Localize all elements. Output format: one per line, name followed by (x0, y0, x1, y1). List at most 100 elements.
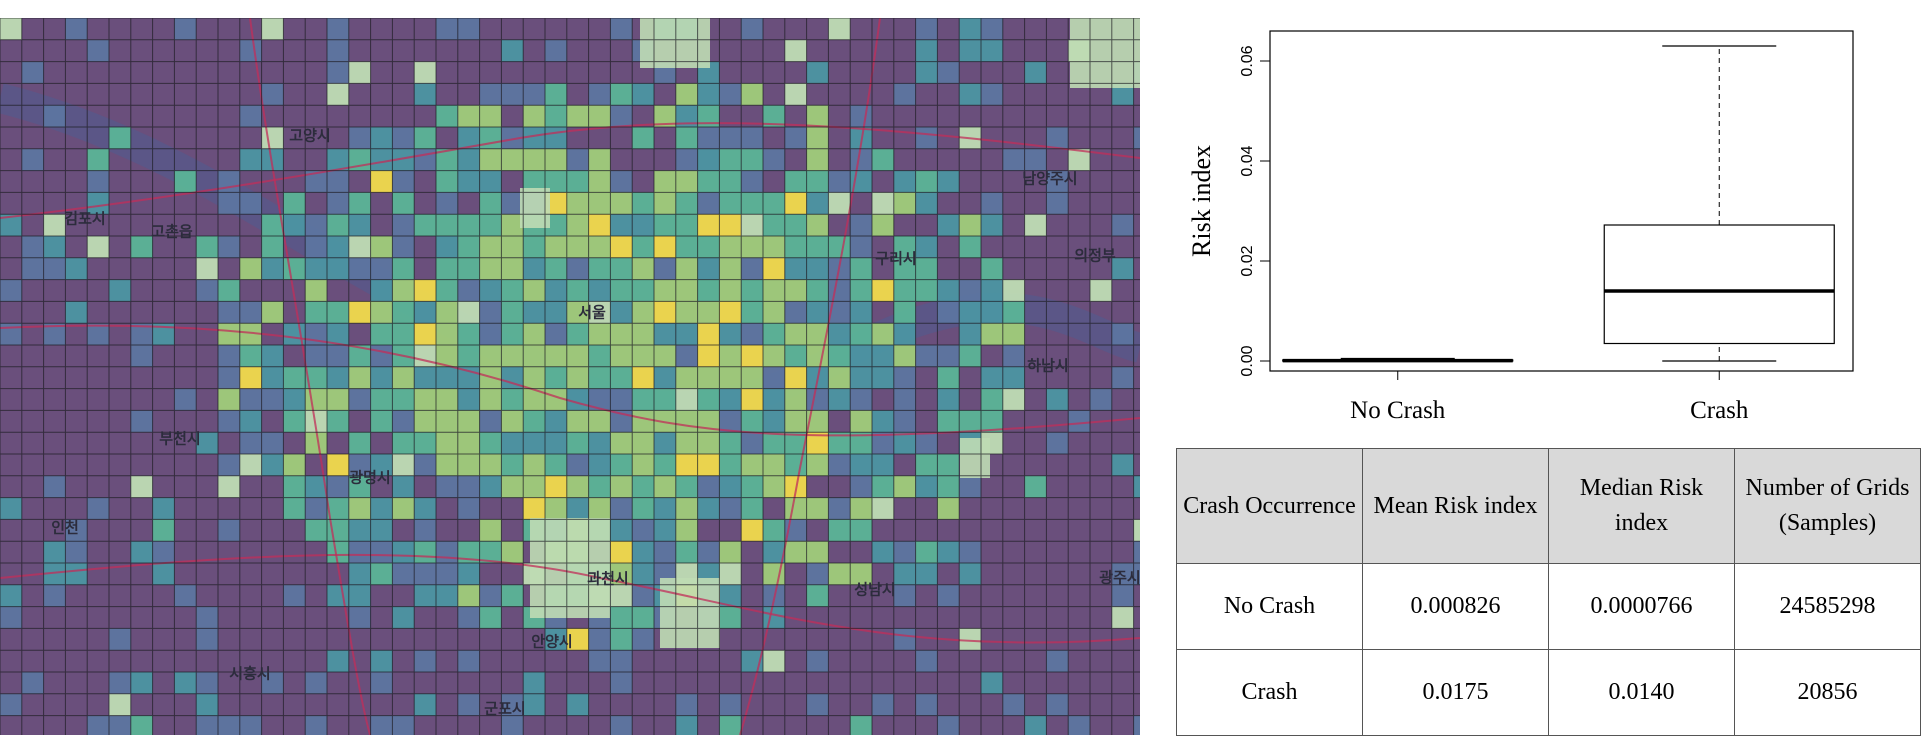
map-cell (218, 279, 240, 302)
map-cell (261, 148, 284, 171)
map-cell (348, 541, 371, 563)
map-cell (218, 236, 240, 258)
map-cell (915, 563, 938, 585)
map-cell (392, 170, 415, 193)
map-cell (501, 345, 524, 367)
map-cell (828, 388, 851, 411)
map-cell (741, 519, 763, 542)
map-cell (218, 454, 240, 476)
map-cell (610, 715, 633, 735)
map-cell (239, 345, 262, 367)
map-cell (719, 475, 742, 498)
map-cell (719, 693, 742, 716)
map-cell (850, 301, 872, 324)
map-cell (806, 257, 829, 280)
map-cell (0, 497, 22, 520)
map-cell (588, 475, 611, 498)
map-cell (348, 127, 371, 149)
map-cell (828, 366, 851, 389)
map-cell (741, 257, 763, 280)
map-cell (327, 257, 349, 280)
map-cell (327, 650, 349, 672)
map-cell (545, 105, 567, 127)
map-cell (610, 214, 633, 236)
map-place-label: 구리시 (875, 249, 917, 268)
map-cell (872, 366, 894, 389)
map-cell (1046, 192, 1069, 215)
map-cell (763, 279, 785, 302)
map-cell (436, 410, 458, 433)
map-cell (545, 301, 567, 324)
map-cell (392, 388, 415, 411)
map-cell (588, 432, 611, 454)
map-cell (741, 214, 763, 236)
map-cell (348, 519, 371, 542)
map-cell (130, 410, 153, 433)
map-cell (305, 410, 327, 433)
map-cell (937, 497, 960, 520)
map-cell (806, 236, 829, 258)
map-cell (675, 497, 698, 520)
map-cell (305, 519, 327, 542)
map-cell (174, 170, 197, 193)
map-cell (327, 475, 349, 498)
map-cell (850, 148, 872, 171)
map-cell (283, 410, 306, 433)
map-cell (414, 301, 436, 324)
map-cell (784, 279, 807, 302)
map-cell (654, 170, 676, 193)
map-cell (1133, 475, 1140, 498)
map-cell (392, 301, 415, 324)
map-cell (457, 541, 480, 563)
map-cell (370, 715, 393, 735)
map-cell (436, 323, 458, 345)
map-cell (523, 366, 545, 389)
map-cell (457, 388, 480, 411)
map-cell (806, 541, 829, 563)
map-cell (675, 693, 698, 716)
map-cell (239, 432, 262, 454)
map-cell (174, 584, 197, 607)
map-cell (196, 628, 218, 651)
cell-median-risk: 0.0000766 (1548, 563, 1735, 650)
map-place-label: 군포시 (484, 699, 526, 718)
map-cell (1090, 388, 1112, 411)
map-cell (937, 584, 960, 607)
map-cell (697, 410, 720, 433)
map-cell (719, 323, 742, 345)
map-cell (981, 388, 1003, 411)
map-cell (436, 148, 458, 171)
map-cell (632, 236, 654, 258)
map-cell (523, 693, 545, 716)
map-cell (152, 541, 175, 563)
map-cell (501, 236, 524, 258)
map-cell (763, 257, 785, 280)
map-cell (675, 127, 698, 149)
y-tick-label: 0.00 (1239, 345, 1256, 376)
map-cell (196, 693, 218, 716)
map-cell (806, 584, 829, 607)
map-cell (109, 279, 131, 302)
map-cell (784, 410, 807, 433)
map-cell (370, 301, 393, 324)
map-cell (937, 388, 960, 411)
map-cell (1133, 715, 1140, 735)
map-cell (654, 432, 676, 454)
map-cell (414, 214, 436, 236)
map-cell (588, 214, 611, 236)
map-cell (566, 192, 589, 215)
map-cell (719, 606, 742, 629)
map-cell (261, 366, 284, 389)
map-cell (741, 454, 763, 476)
map-cell (610, 105, 633, 127)
map-cell (523, 410, 545, 433)
map-cell (893, 279, 916, 302)
map-cell (872, 454, 894, 476)
map-cell (806, 127, 829, 149)
map-cell (763, 432, 785, 454)
map-cell (741, 345, 763, 367)
map-cell (937, 345, 960, 367)
map-cell (632, 257, 654, 280)
map-cell (109, 693, 131, 716)
map-cell (479, 345, 502, 367)
